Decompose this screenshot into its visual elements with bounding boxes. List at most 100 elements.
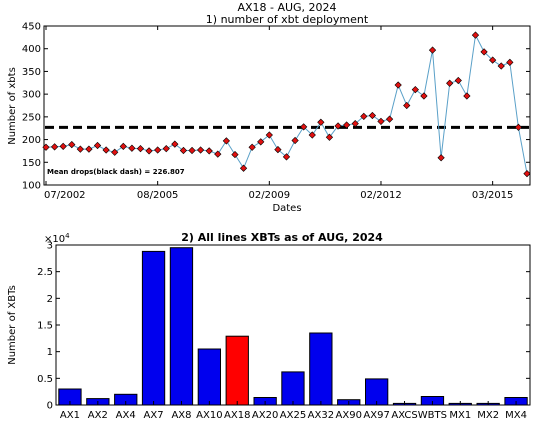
data-point	[480, 48, 488, 56]
data-point	[214, 150, 222, 158]
data-point	[497, 62, 505, 70]
x-tick-label: 07/2002	[44, 190, 86, 201]
data-point	[179, 146, 188, 155]
x-tick-label: MX4	[505, 410, 527, 421]
data-point	[411, 85, 419, 94]
line-chart-ylabel: Number of xbts	[7, 67, 18, 145]
mean-annotation: Mean drops(black dash) = 226.807	[47, 168, 185, 176]
data-point	[523, 170, 531, 178]
bar-chart-ylabel: Number of XBTs	[7, 285, 18, 365]
bar-ax10	[197, 348, 221, 406]
data-point	[334, 122, 342, 130]
x-tick-label: AXCS	[391, 410, 417, 421]
bar-ax8	[169, 247, 194, 406]
line-chart-plot-frame	[43, 25, 531, 186]
y-tick-label: 150	[22, 158, 41, 169]
data-point	[248, 143, 256, 151]
data-point	[325, 133, 334, 141]
data-point	[136, 145, 145, 153]
data-point	[154, 146, 162, 154]
data-point	[463, 92, 471, 100]
y-tick-label: 1	[47, 347, 53, 358]
all-lines-bar-chart: 2) All lines XBTs as of AUG, 2024 0 0.5 1 1…	[7, 231, 531, 421]
bar-ax7	[141, 250, 166, 406]
data-point	[68, 140, 76, 149]
data-point	[257, 138, 265, 146]
y-tick-label: 3	[47, 241, 53, 252]
x-tick-label: AX18	[224, 410, 250, 421]
data-point	[102, 146, 110, 154]
data-point	[300, 123, 308, 131]
y-tick-label: 2	[47, 294, 53, 305]
data-point	[50, 143, 59, 151]
data-point	[351, 120, 359, 128]
data-point	[85, 145, 93, 153]
deployment-line-chart: AX18 - AUG, 2024 1) number of xbt deploy…	[7, 1, 531, 214]
data-point	[128, 144, 136, 152]
bar-chart-title: 2) All lines XBTs as of AUG, 2024	[181, 231, 383, 244]
x-tick-label: AX7	[144, 410, 164, 421]
figure-suptitle: AX18 - AUG, 2024	[237, 1, 336, 14]
data-point	[76, 145, 84, 153]
data-point	[420, 92, 428, 100]
y-tick-label: 2.5	[37, 267, 53, 278]
data-point	[162, 145, 170, 153]
line-chart-xlabel: Dates	[272, 203, 301, 214]
y-tick-label: 350	[22, 67, 41, 78]
x-tick-label: AX97	[363, 410, 389, 421]
x-tick-label: 02/2009	[249, 190, 291, 201]
x-tick-label: AX10	[196, 410, 222, 421]
data-point	[394, 81, 402, 89]
x-tick-label: AX4	[116, 410, 136, 421]
data-point	[171, 140, 179, 148]
data-point	[506, 58, 514, 66]
bar-ax18	[225, 335, 249, 406]
data-point	[188, 146, 196, 155]
data-point	[42, 143, 50, 151]
x-tick-label: 03/2015	[472, 190, 514, 201]
data-point	[111, 148, 119, 156]
data-point	[403, 101, 411, 110]
data-point	[239, 164, 248, 172]
x-tick-label: AX32	[308, 410, 334, 421]
data-point	[196, 146, 205, 154]
y-tick-label: 250	[22, 112, 41, 123]
y-tick-label: 450	[22, 22, 41, 33]
x-tick-label: MX2	[477, 410, 499, 421]
data-point	[377, 117, 385, 126]
bar-chart-exponent: ×104	[44, 232, 70, 245]
data-point	[222, 137, 230, 145]
x-tick-label: AX90	[336, 410, 362, 421]
data-point	[265, 131, 273, 139]
data-point	[454, 76, 462, 85]
data-point	[145, 147, 153, 155]
bar-ax25	[281, 371, 305, 406]
bar-ax32	[309, 332, 333, 406]
deployment-series-line	[45, 33, 528, 174]
data-point	[274, 145, 282, 154]
y-tick-label: 0	[47, 401, 53, 412]
x-tick-label: AX2	[88, 410, 108, 421]
data-point	[343, 121, 351, 129]
data-point	[428, 46, 437, 54]
data-point	[59, 142, 67, 151]
y-tick-label: 200	[22, 135, 41, 146]
data-point	[489, 56, 497, 64]
y-tick-label: 0.5	[37, 374, 53, 385]
data-point	[446, 79, 454, 87]
data-point	[385, 115, 394, 123]
line-chart-title: 1) number of xbt deployment	[206, 13, 369, 26]
y-tick-label: 1.5	[37, 321, 53, 332]
x-tick-label: AX1	[60, 410, 80, 421]
data-point	[93, 141, 102, 150]
data-point	[514, 123, 523, 131]
x-tick-label: 08/2005	[137, 190, 179, 201]
data-point	[308, 131, 316, 139]
data-point	[368, 111, 377, 120]
data-point	[119, 142, 127, 151]
x-tick-label: WBTS	[418, 410, 447, 421]
data-point	[437, 154, 445, 162]
x-tick-label: AX25	[280, 410, 306, 421]
y-tick-label: 300	[22, 90, 41, 101]
